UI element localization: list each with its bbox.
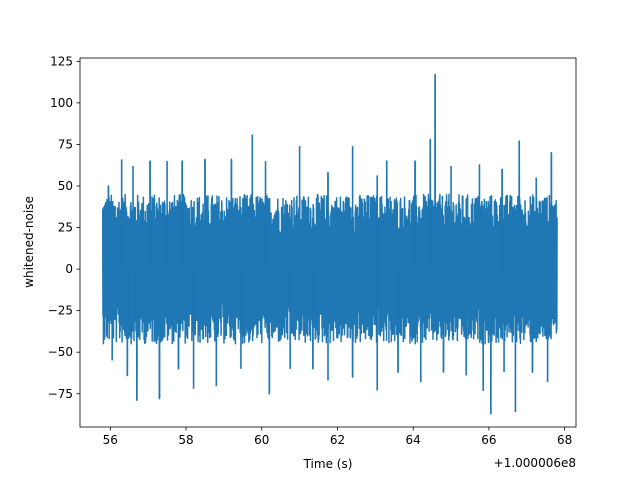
plot-frame: [79, 57, 577, 428]
x-axis-label: Time (s): [303, 457, 353, 471]
x-tick-label: 68: [557, 433, 572, 447]
y-tick-label: −75: [48, 387, 73, 401]
y-tick-label: 125: [50, 54, 73, 68]
y-tick-label: −25: [48, 304, 73, 318]
y-axis-label: whitened-noise: [22, 196, 36, 288]
x-tick-label: 66: [481, 433, 496, 447]
x-tick-label: 64: [406, 433, 421, 447]
x-axis-offset-label: +1.000006e8: [494, 456, 576, 470]
y-tick-label: 25: [58, 221, 73, 235]
x-axis: 56 58 60 62 64 66 68: [103, 427, 572, 447]
x-tick-label: 58: [178, 433, 193, 447]
x-tick-label: 60: [254, 433, 269, 447]
y-tick-label: 75: [58, 137, 73, 151]
y-tick-label: 50: [58, 179, 73, 193]
y-axis: −75 −50 −25 0 25 50 75 100 125: [48, 54, 80, 401]
y-tick-label: 0: [65, 262, 73, 276]
series-layer: [101, 73, 558, 415]
x-tick-label: 62: [330, 433, 345, 447]
y-tick-label: −50: [48, 345, 73, 359]
x-tick-label: 56: [103, 433, 118, 447]
y-tick-label: 100: [50, 96, 73, 110]
